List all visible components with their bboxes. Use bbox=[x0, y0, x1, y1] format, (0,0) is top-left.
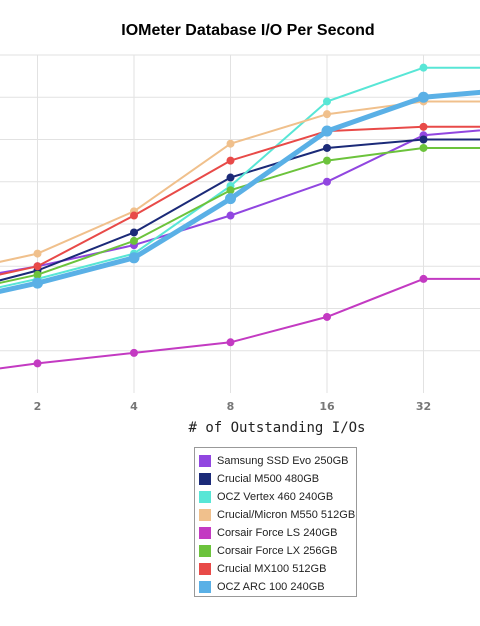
legend-item: Crucial M500 480GB bbox=[199, 470, 352, 488]
x-tick-label: 2 bbox=[34, 400, 42, 413]
legend-swatch bbox=[199, 455, 211, 467]
series-line bbox=[0, 89, 480, 294]
series-6 bbox=[0, 143, 480, 284]
data-point bbox=[419, 63, 428, 72]
legend-label: Samsung SSD Evo 250GB bbox=[217, 455, 349, 467]
data-point bbox=[130, 236, 138, 245]
chart-legend: Samsung SSD Evo 250GB Crucial M500 480GB O… bbox=[194, 447, 357, 597]
data-point bbox=[323, 143, 331, 152]
legend-swatch bbox=[199, 509, 211, 521]
data-point bbox=[226, 186, 235, 195]
line-chart: IOMeter Database I/O Per Second 2 4 8 16 32 … bbox=[0, 22, 480, 436]
legend-swatch bbox=[199, 491, 211, 503]
legend-item: OCZ Vertex 460 240GB bbox=[199, 488, 352, 506]
legend-item: Samsung SSD Evo 250GB bbox=[199, 452, 352, 470]
data-point bbox=[33, 359, 42, 368]
data-point bbox=[226, 156, 235, 165]
data-point bbox=[130, 228, 138, 237]
data-point bbox=[33, 262, 42, 271]
series-5 bbox=[0, 274, 480, 370]
x-tick-label: 32 bbox=[416, 400, 431, 413]
legend-item: Crucial/Micron M550 512GB bbox=[199, 506, 356, 524]
data-point bbox=[128, 252, 140, 264]
data-point bbox=[226, 173, 235, 182]
legend-label: OCZ Vertex 460 240GB bbox=[217, 491, 334, 503]
data-point bbox=[33, 249, 42, 258]
legend-label: Crucial MX100 512GB bbox=[217, 563, 327, 575]
x-tick-label: 8 bbox=[227, 400, 235, 413]
data-point bbox=[321, 125, 333, 137]
grid-lines bbox=[0, 54, 480, 393]
series-lines bbox=[0, 63, 480, 370]
legend-swatch bbox=[199, 563, 211, 575]
legend-item: OCZ ARC 100 240GB bbox=[199, 578, 352, 596]
data-point bbox=[323, 97, 331, 106]
data-point bbox=[226, 211, 235, 220]
data-point bbox=[419, 143, 428, 152]
data-point bbox=[323, 312, 331, 321]
data-point bbox=[32, 277, 43, 289]
legend-item: Corsair Force LX 256GB bbox=[199, 542, 352, 560]
legend-swatch bbox=[199, 473, 211, 485]
legend-swatch bbox=[199, 527, 211, 539]
x-tick-label: 16 bbox=[319, 400, 335, 413]
legend-label: OCZ ARC 100 240GB bbox=[217, 581, 325, 593]
data-point bbox=[419, 135, 428, 144]
legend-label: Crucial/Micron M550 512GB bbox=[217, 509, 356, 521]
data-point bbox=[226, 338, 235, 347]
series-7 bbox=[0, 122, 480, 276]
legend-swatch bbox=[199, 581, 211, 593]
data-point bbox=[130, 348, 138, 357]
x-tick-label: 4 bbox=[130, 400, 138, 413]
data-point bbox=[33, 270, 42, 279]
legend-label: Crucial M500 480GB bbox=[217, 473, 320, 485]
series-8 bbox=[0, 89, 480, 294]
data-point bbox=[323, 156, 331, 165]
data-point bbox=[323, 110, 331, 119]
data-point bbox=[225, 193, 236, 205]
data-point bbox=[419, 122, 428, 131]
data-point bbox=[226, 139, 235, 148]
data-point bbox=[419, 274, 428, 283]
legend-item: Corsair Force LS 240GB bbox=[199, 524, 352, 542]
x-tick-labels: 2 4 8 16 32 bbox=[34, 400, 431, 413]
legend-label: Corsair Force LX 256GB bbox=[217, 545, 338, 557]
chart-title: IOMeter Database I/O Per Second bbox=[121, 22, 374, 39]
legend-swatch bbox=[199, 545, 211, 557]
series-line bbox=[0, 277, 480, 370]
series-3 bbox=[0, 63, 480, 289]
data-point bbox=[418, 91, 429, 103]
legend-item: Crucial MX100 512GB bbox=[199, 560, 352, 578]
legend-label: Corsair Force LS 240GB bbox=[217, 527, 338, 539]
x-axis-label: # of Outstanding I/Os bbox=[188, 420, 365, 436]
data-point bbox=[323, 177, 331, 186]
data-point bbox=[130, 211, 138, 220]
